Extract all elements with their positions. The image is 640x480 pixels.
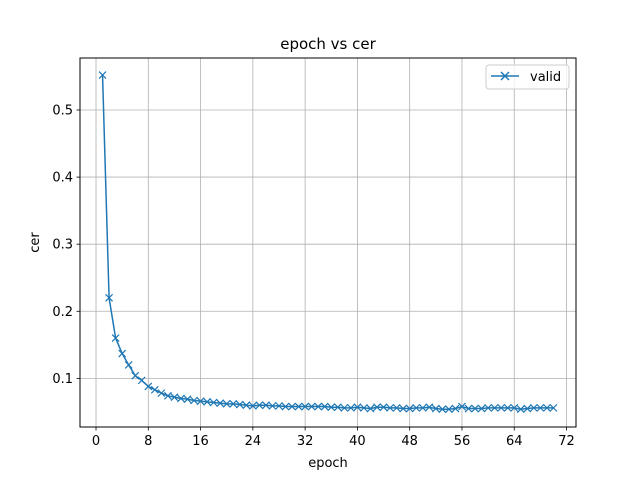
data-point-marker [137, 376, 146, 385]
data-point-marker [183, 395, 192, 404]
data-point-marker [510, 403, 519, 412]
data-point-marker [484, 403, 493, 412]
data-point-marker [327, 403, 336, 412]
x-tick-label: 16 [192, 434, 209, 449]
data-point-marker [536, 403, 545, 412]
y-tick-label: 0.4 [52, 171, 73, 186]
data-point-marker [451, 404, 460, 413]
x-axis-label: epoch [308, 456, 348, 471]
data-point-marker [307, 402, 316, 411]
data-point-marker [255, 401, 264, 410]
data-point-marker [144, 382, 153, 391]
data-point-marker [235, 400, 244, 409]
data-point-marker [288, 402, 296, 411]
data-point-marker [242, 401, 251, 410]
x-tick-label: 56 [454, 434, 471, 449]
y-tick-label: 0.1 [52, 372, 73, 387]
data-point-marker [275, 401, 283, 410]
x-tick-label: 48 [401, 434, 418, 449]
legend-box [485, 64, 570, 90]
data-point-marker [477, 404, 486, 413]
data-point-marker [431, 404, 440, 413]
x-tick-label: 72 [558, 434, 575, 449]
series-layer [98, 71, 558, 414]
data-point-marker [464, 404, 473, 413]
x-tick-label: 64 [506, 434, 523, 449]
data-point-marker [542, 403, 551, 412]
plot-frame [79, 57, 577, 428]
data-point-marker [111, 334, 120, 343]
data-point-marker [549, 403, 558, 412]
data-point-marker [157, 389, 166, 398]
data-point-marker [229, 399, 238, 408]
data-point-marker [216, 399, 225, 408]
data-point-marker [444, 405, 453, 414]
data-point-marker [353, 403, 362, 412]
data-point-marker [471, 404, 479, 413]
data-point-marker [281, 402, 290, 411]
y-tick-label: 0.2 [52, 305, 73, 320]
data-point-marker [124, 361, 133, 369]
data-point-marker [261, 401, 270, 410]
data-point-marker [222, 399, 231, 408]
x-tick-label: 32 [297, 434, 314, 449]
data-point-marker [190, 396, 198, 405]
data-point-marker [458, 402, 466, 411]
data-point-marker [150, 385, 159, 394]
legend-marker-valid [500, 71, 510, 81]
grid [80, 58, 576, 427]
data-point-marker [399, 404, 408, 413]
data-point-marker [294, 402, 303, 411]
legend-label-valid: valid [530, 70, 561, 85]
data-point-marker [346, 403, 355, 412]
data-point-marker [301, 402, 310, 411]
data-point-marker [248, 401, 257, 410]
data-point-marker [131, 371, 140, 380]
y-axis-label: cer [28, 232, 43, 253]
data-point-marker [379, 403, 388, 412]
x-tick-label: 0 [92, 434, 100, 449]
data-point-marker [340, 403, 349, 412]
y-tick-label: 0.3 [52, 238, 73, 253]
data-point-marker [314, 402, 323, 411]
x-tick-label: 8 [144, 434, 152, 449]
data-point-marker [268, 401, 277, 410]
ticks: 0 8 16 24 32 40 48 56 64 72 0.1 0.2 0.3 0.4 0.5 [52, 103, 574, 449]
data-point-marker [503, 403, 512, 412]
data-point-marker [98, 71, 107, 80]
data-point-marker [438, 405, 447, 414]
data-point-marker [392, 403, 401, 412]
data-point-marker [405, 404, 414, 413]
x-tick-label: 24 [245, 434, 262, 449]
data-point-marker [529, 403, 538, 412]
data-point-marker [360, 403, 368, 412]
data-point-marker [373, 403, 381, 412]
legend: valid [485, 64, 570, 90]
data-point-marker [366, 404, 375, 413]
data-point-marker [516, 405, 525, 414]
data-point-marker [386, 403, 395, 412]
data-point-marker [105, 293, 114, 302]
data-point-marker [320, 402, 329, 411]
data-point-marker [333, 403, 342, 412]
data-point-marker [425, 403, 434, 412]
x-tick-label: 40 [349, 434, 366, 449]
y-tick-label: 0.5 [52, 103, 73, 118]
data-point-marker [118, 349, 127, 358]
data-point-marker [490, 403, 499, 412]
data-point-marker [203, 397, 212, 406]
chart-title: epoch vs cer [280, 35, 376, 53]
data-point-marker [418, 403, 427, 412]
data-point-marker [412, 403, 421, 412]
data-point-marker [163, 391, 172, 400]
series-line-valid [101, 75, 554, 410]
data-point-marker [170, 393, 179, 402]
data-point-marker [209, 398, 218, 407]
data-point-marker [497, 403, 506, 412]
data-point-marker [196, 397, 205, 406]
data-point-marker [177, 394, 185, 403]
data-point-marker [523, 404, 532, 413]
